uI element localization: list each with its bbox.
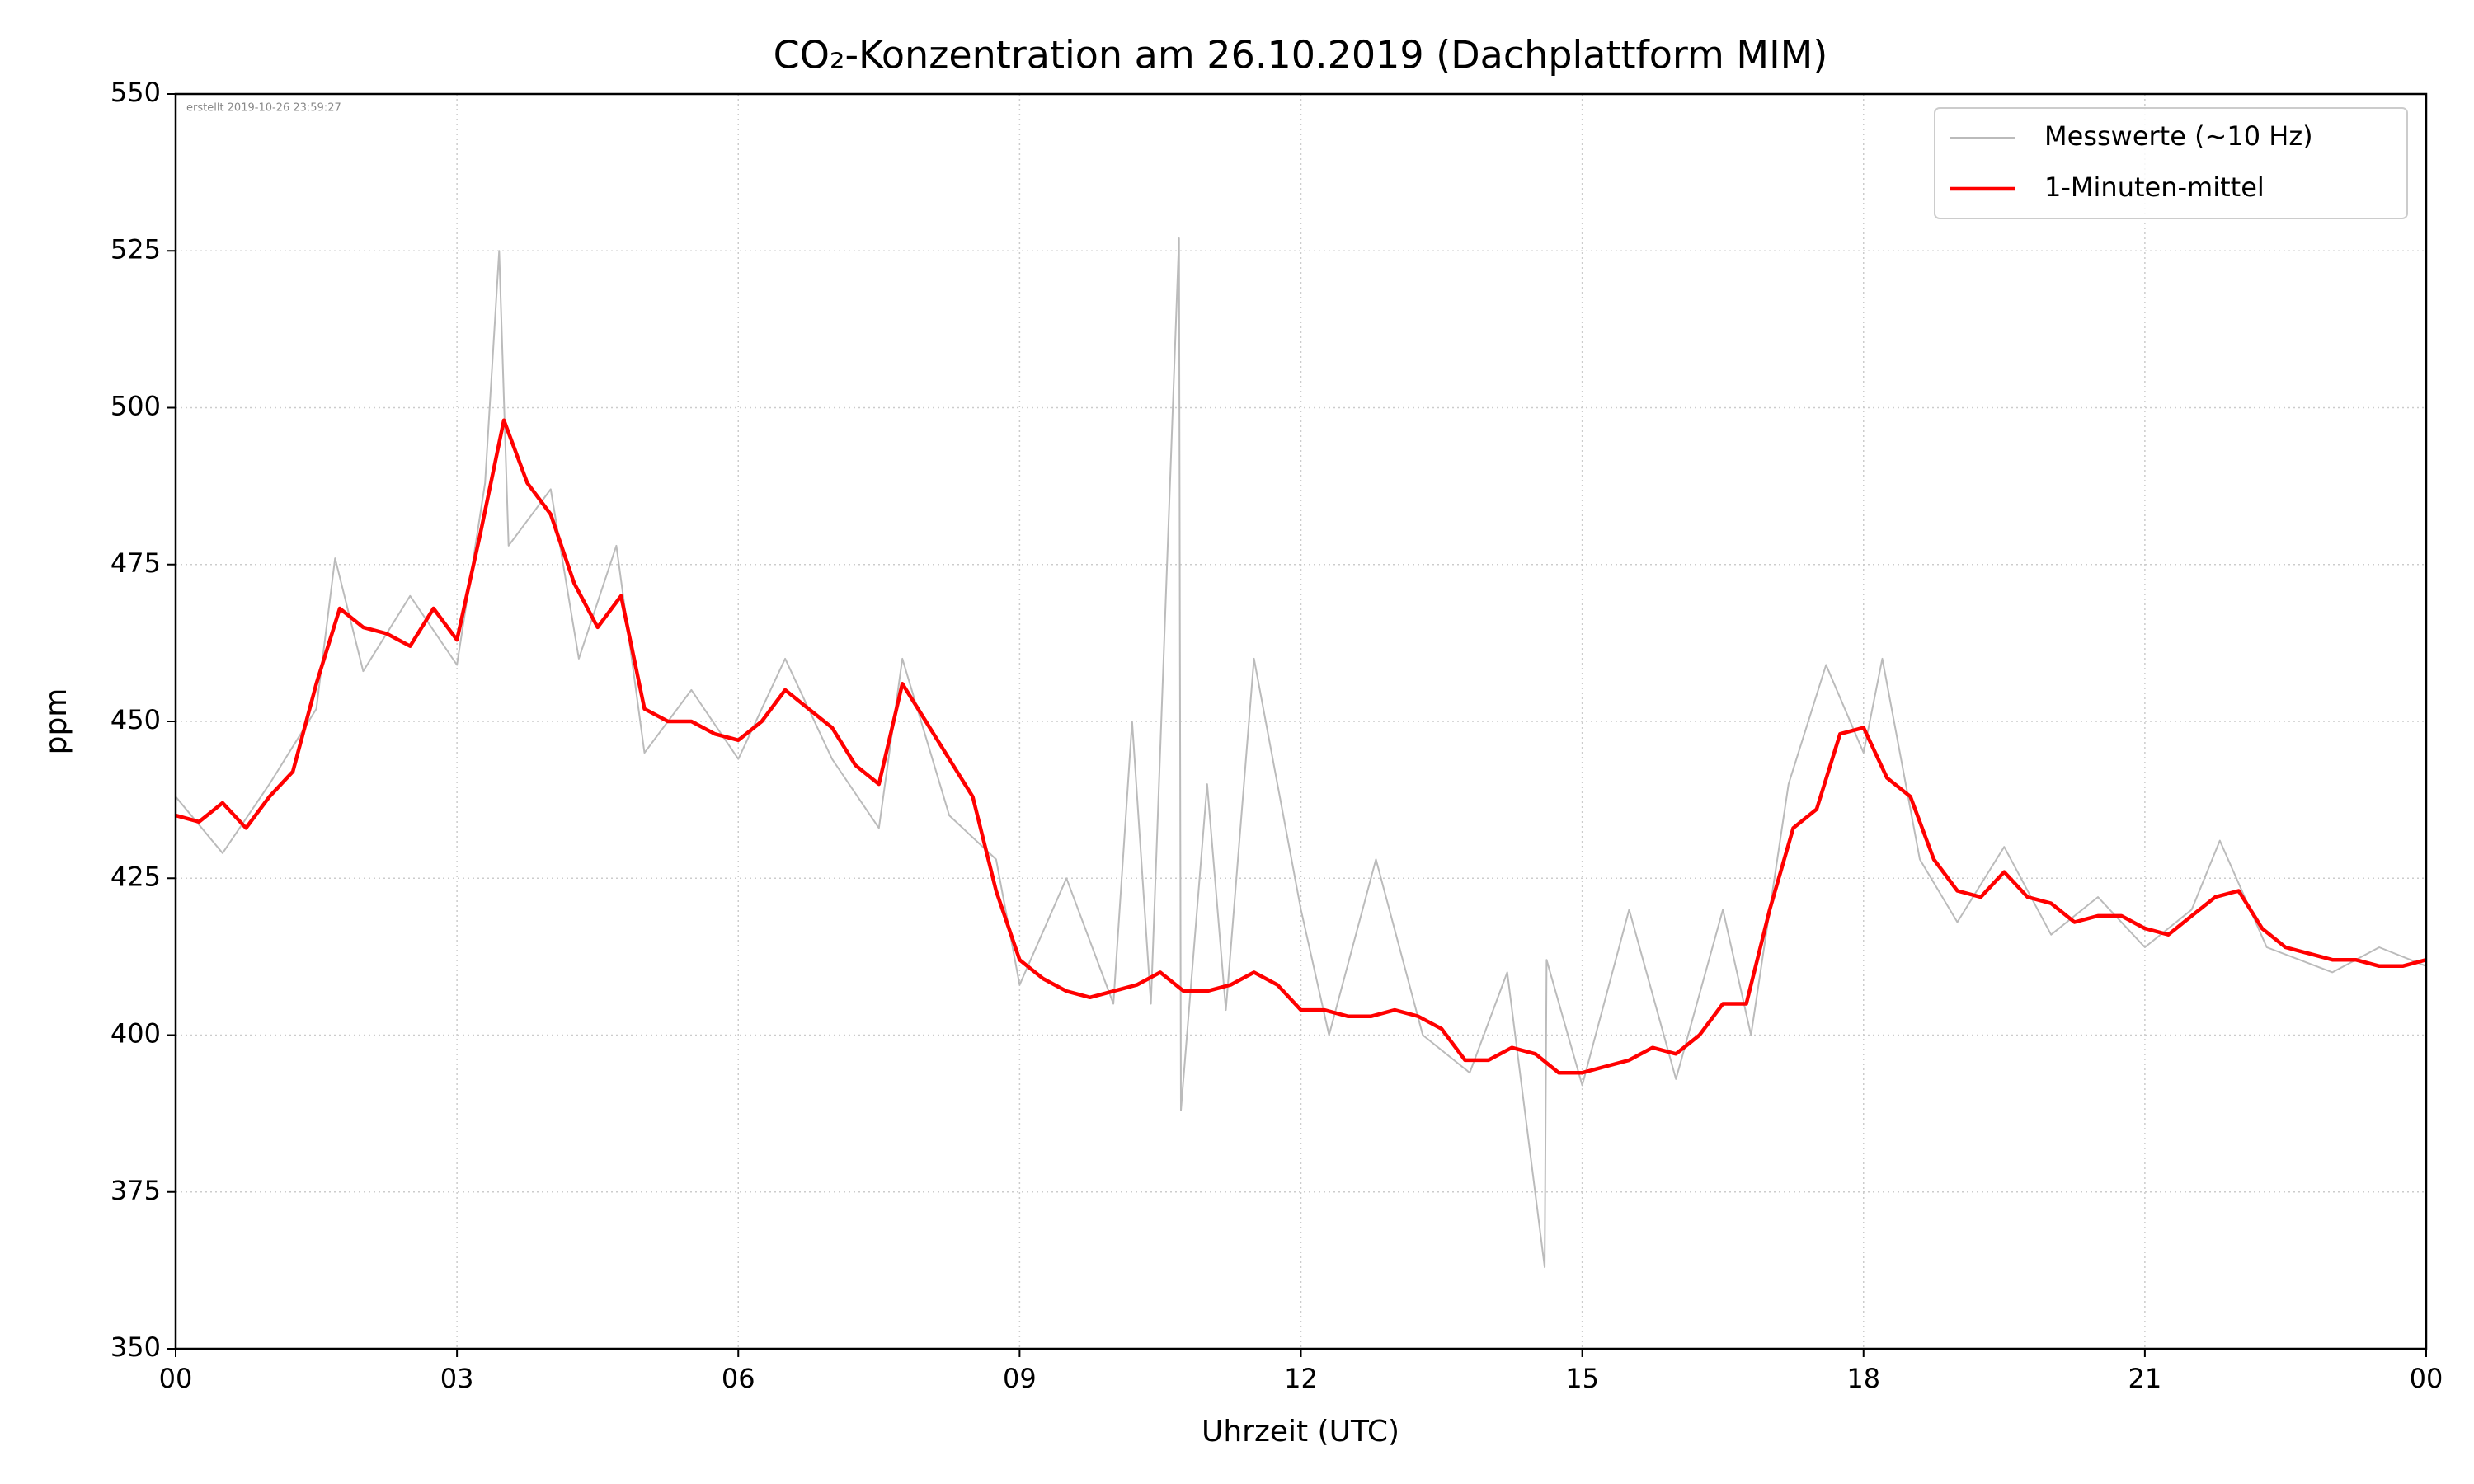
x-tick-label: 03 — [440, 1363, 474, 1394]
legend-label: 1-Minuten-mittel — [2044, 171, 2265, 203]
y-tick-label: 525 — [111, 233, 161, 265]
x-tick-label: 15 — [1565, 1363, 1599, 1394]
y-tick-label: 350 — [111, 1331, 161, 1363]
x-tick-label: 00 — [159, 1363, 193, 1394]
y-tick-label: 475 — [111, 547, 161, 579]
y-tick-label: 500 — [111, 391, 161, 422]
y-tick-label: 450 — [111, 704, 161, 735]
y-tick-label: 375 — [111, 1175, 161, 1206]
x-tick-label: 12 — [1284, 1363, 1318, 1394]
x-tick-label: 18 — [1846, 1363, 1880, 1394]
x-tick-label: 00 — [2410, 1363, 2443, 1394]
plot-frame — [174, 92, 2428, 1350]
x-tick-label: 21 — [2128, 1363, 2162, 1394]
y-tick-label: 425 — [111, 861, 161, 892]
annotation: erstellt 2019-10-26 23:59:27 — [186, 102, 341, 115]
x-tick-label: 06 — [722, 1363, 755, 1394]
y-tick-label: 550 — [111, 77, 161, 108]
x-axis-label: Uhrzeit (UTC) — [1202, 1415, 1399, 1449]
x-tick-label: 09 — [1003, 1363, 1037, 1394]
series-line — [175, 418, 2427, 1075]
y-tick-label: 400 — [111, 1018, 161, 1050]
legend-label: Messwerte (~10 Hz) — [2044, 120, 2313, 152]
chart-title: CO₂-Konzentration am 26.10.2019 (Dachpla… — [774, 33, 1828, 77]
y-axis-label: ppm — [40, 688, 73, 755]
series-line — [175, 237, 2427, 1269]
legend-box — [1934, 107, 2408, 219]
